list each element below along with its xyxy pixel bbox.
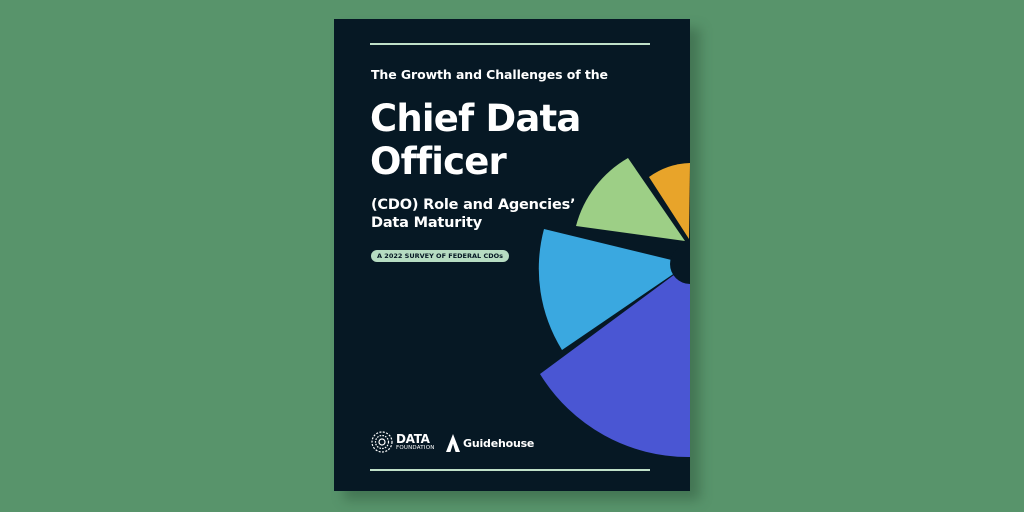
data-foundation-word: DATA bbox=[396, 431, 430, 446]
top-divider bbox=[370, 43, 650, 45]
report-cover: The Growth and Challenges of the Chief D… bbox=[334, 19, 690, 491]
pie-slice-green bbox=[576, 158, 685, 241]
pie-center-hole bbox=[670, 244, 690, 284]
cover-subtitle-line-2: Data Maturity bbox=[371, 215, 482, 231]
cover-title: Chief Data Officer bbox=[370, 97, 581, 183]
guidehouse-wordmark: Guidehouse bbox=[463, 436, 535, 450]
data-foundation-logo-icon bbox=[371, 431, 393, 453]
pie-slice-blue bbox=[538, 229, 688, 350]
pie-slice-orange bbox=[649, 163, 690, 239]
pie-slice-purple bbox=[540, 263, 690, 458]
cover-subtitle-line-1: (CDO) Role and Agencies’ bbox=[371, 197, 576, 213]
data-foundation-logo: DATA FOUNDATION bbox=[371, 431, 435, 453]
guidehouse-logo: Guidehouse bbox=[446, 434, 534, 452]
survey-badge: A 2022 SURVEY OF FEDERAL CDOs bbox=[371, 250, 509, 262]
decorative-pie-graphic bbox=[538, 158, 690, 458]
guidehouse-logo-icon bbox=[446, 434, 460, 452]
cover-title-line-2: Officer bbox=[370, 140, 507, 183]
bottom-divider bbox=[370, 469, 650, 471]
cover-title-line-1: Chief Data bbox=[370, 97, 581, 140]
cover-eyebrow: The Growth and Challenges of the bbox=[371, 67, 608, 82]
data-foundation-sub: FOUNDATION bbox=[396, 444, 435, 451]
cover-subtitle: (CDO) Role and Agencies’ Data Maturity bbox=[371, 196, 576, 232]
